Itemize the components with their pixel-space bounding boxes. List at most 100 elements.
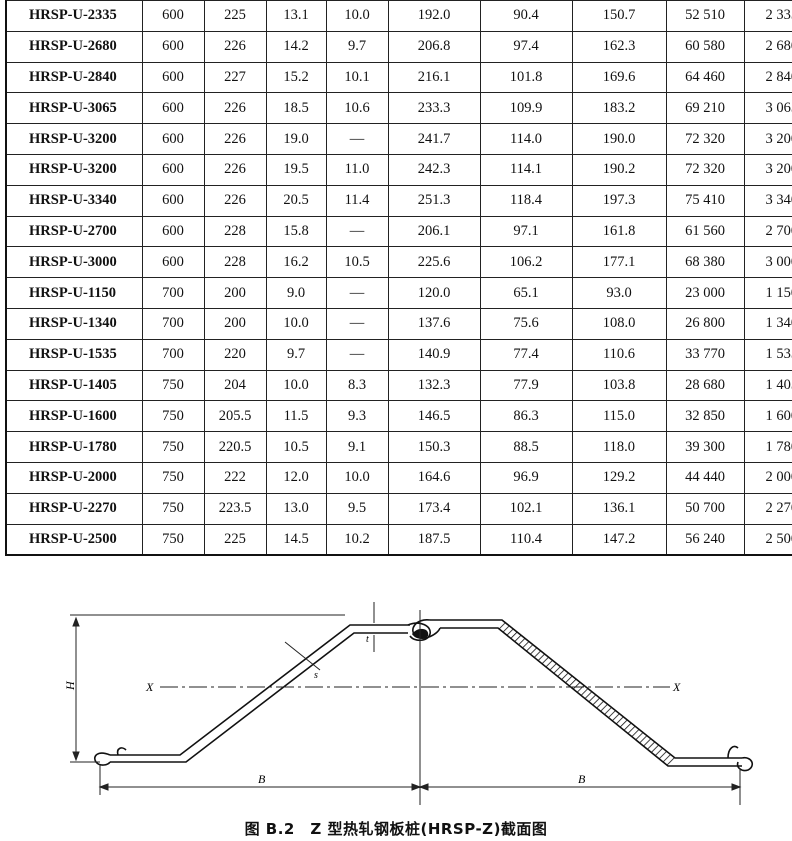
model-cell: HRSP-U-2840 — [5, 61, 143, 94]
value-cell: 200 — [203, 277, 267, 309]
model-cell: HRSP-U-2680 — [5, 30, 143, 63]
value-cell: 8.3 — [325, 369, 389, 402]
value-cell: 11.0 — [325, 153, 389, 186]
value-cell: 103.8 — [571, 369, 667, 402]
value-cell: 600 — [141, 153, 205, 186]
model-cell: HRSP-U-2700 — [5, 215, 143, 248]
value-cell: 65.1 — [479, 277, 573, 309]
value-cell: 225 — [203, 0, 267, 32]
value-cell: 9.7 — [325, 30, 389, 63]
model-cell: HRSP-U-2000 — [5, 461, 143, 494]
hatched-web — [412, 620, 675, 766]
value-cell: 187.5 — [387, 523, 481, 557]
value-cell: 10.5 — [265, 431, 327, 463]
section-drawing: H t s X X B B — [63, 602, 754, 805]
axis-label-x-right: X — [672, 680, 681, 694]
value-cell: 10.0 — [325, 461, 389, 494]
table-row: HRSP-U-1405 750 204 10.0 8.3 132.3 77.9 103.8 28… — [5, 369, 792, 402]
axis-label-x-left: X — [145, 680, 154, 694]
value-cell: 10.2 — [325, 523, 389, 557]
value-cell: 3 200 — [743, 123, 792, 155]
value-cell: 18.5 — [265, 92, 327, 125]
value-cell: 1 780 — [743, 431, 792, 463]
dim-label-b-left: B — [258, 772, 266, 786]
value-cell: 1 405 — [743, 369, 792, 402]
value-cell: 19.0 — [265, 123, 327, 155]
value-cell: — — [325, 123, 389, 155]
value-cell: 700 — [141, 338, 205, 371]
value-cell: 750 — [141, 523, 205, 557]
value-cell: 600 — [141, 61, 205, 94]
model-cell: HRSP-U-1340 — [5, 307, 143, 340]
value-cell: 69 210 — [665, 92, 745, 125]
value-cell: 32 850 — [665, 400, 745, 433]
value-cell: 96.9 — [479, 461, 573, 494]
value-cell: 197.3 — [571, 184, 667, 217]
table-row: HRSP-U-2335 600 225 13.1 10.0 192.0 90.4 150.7 5… — [5, 0, 792, 32]
table-row: HRSP-U-1150 700 200 9.0—120.0 65.1 93.0 23 000… — [5, 277, 792, 309]
value-cell: 147.2 — [571, 523, 667, 557]
table-row: HRSP-U-3200 600 226 19.0—241.7 114.0 190.0 72 … — [5, 123, 792, 155]
value-cell: 205.5 — [203, 400, 267, 433]
table-row: HRSP-U-2680 600 226 14.2 9.7 206.8 97.4 162.3 60… — [5, 30, 792, 63]
model-cell: HRSP-U-3065 — [5, 92, 143, 125]
table-row: HRSP-U-2270 750 223.5 13.0 9.5 173.4 102.1 136.… — [5, 492, 792, 525]
model-cell: HRSP-U-1600 — [5, 400, 143, 433]
value-cell: 28 680 — [665, 369, 745, 402]
value-cell: 132.3 — [387, 369, 481, 402]
value-cell: 750 — [141, 369, 205, 402]
value-cell: 120.0 — [387, 277, 481, 309]
value-cell: 2 335 — [743, 0, 792, 32]
value-cell: 77.4 — [479, 338, 573, 371]
value-cell: 1 150 — [743, 277, 792, 309]
table-row: HRSP-U-3200 600 226 19.5 11.0 242.3 114.1 190.2… — [5, 153, 792, 186]
value-cell: 183.2 — [571, 92, 667, 125]
value-cell: 118.0 — [571, 431, 667, 463]
value-cell: 93.0 — [571, 277, 667, 309]
value-cell: 114.0 — [479, 123, 573, 155]
value-cell: 72 320 — [665, 153, 745, 186]
value-cell: 600 — [141, 246, 205, 279]
value-cell: 241.7 — [387, 123, 481, 155]
value-cell: 102.1 — [479, 492, 573, 525]
value-cell: 226 — [203, 123, 267, 155]
value-cell: 68 380 — [665, 246, 745, 279]
value-cell: 10.0 — [265, 307, 327, 340]
value-cell: 9.5 — [325, 492, 389, 525]
value-cell: 90.4 — [479, 0, 573, 32]
value-cell: 3 065 — [743, 92, 792, 125]
value-cell: 101.8 — [479, 61, 573, 94]
value-cell: 228 — [203, 215, 267, 248]
value-cell: 223.5 — [203, 492, 267, 525]
model-cell: HRSP-U-2500 — [5, 523, 143, 557]
value-cell: 97.1 — [479, 215, 573, 248]
model-cell: HRSP-U-3340 — [5, 184, 143, 217]
dim-label-h: H — [63, 680, 77, 691]
value-cell: 169.6 — [571, 61, 667, 94]
value-cell: 110.6 — [571, 338, 667, 371]
model-cell: HRSP-U-1150 — [5, 277, 143, 309]
value-cell: 16.2 — [265, 246, 327, 279]
value-cell: 10.0 — [325, 0, 389, 32]
value-cell: 9.0 — [265, 277, 327, 309]
table-row: HRSP-U-2000 750 222 12.0 10.0 164.6 96.9 129.2 4… — [5, 461, 792, 494]
value-cell: 164.6 — [387, 461, 481, 494]
model-cell: HRSP-U-1535 — [5, 338, 143, 371]
value-cell: 115.0 — [571, 400, 667, 433]
value-cell: 52 510 — [665, 0, 745, 32]
value-cell: 10.1 — [325, 61, 389, 94]
figure-caption: 图 B.2 Z 型热轧钢板桩(HRSP-Z)截面图 — [244, 820, 548, 838]
table-row: HRSP-U-3340 600 226 20.5 11.4 251.3 118.4 197.3… — [5, 184, 792, 217]
value-cell: 204 — [203, 369, 267, 402]
dim-label-t: t — [366, 634, 369, 645]
value-cell: 88.5 — [479, 431, 573, 463]
value-cell: 3 340 — [743, 184, 792, 217]
table-row: HRSP-U-1780 750 220.5 10.5 9.1 150.3 88.5 118.0… — [5, 431, 792, 463]
value-cell: 9.3 — [325, 400, 389, 433]
value-cell: 64 460 — [665, 61, 745, 94]
value-cell: 220.5 — [203, 431, 267, 463]
value-cell: 226 — [203, 92, 267, 125]
value-cell: 26 800 — [665, 307, 745, 340]
value-cell: 190.0 — [571, 123, 667, 155]
value-cell: 2 000 — [743, 461, 792, 494]
